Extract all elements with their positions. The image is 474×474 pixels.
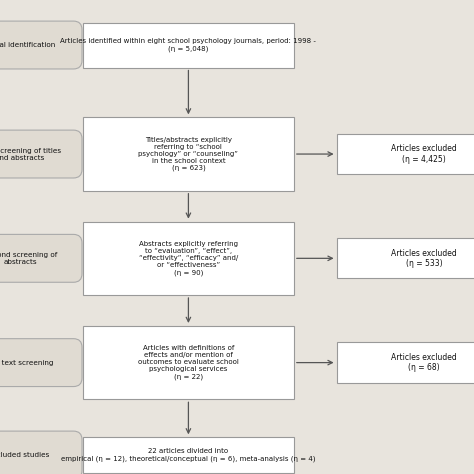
Text: Included studies: Included studies — [0, 452, 50, 458]
FancyBboxPatch shape — [0, 338, 82, 387]
Text: First screening of titles
and abstracts: First screening of titles and abstracts — [0, 147, 61, 161]
Text: Articles excluded
(η = 4,425): Articles excluded (η = 4,425) — [392, 145, 457, 164]
FancyBboxPatch shape — [0, 235, 82, 283]
FancyBboxPatch shape — [83, 437, 294, 473]
Text: Initial identification: Initial identification — [0, 42, 55, 48]
Text: Articles excluded
(η = 68): Articles excluded (η = 68) — [392, 353, 457, 372]
Text: 22 articles divided into
empirical (η = 12), theoretical/conceptual (η = 6), met: 22 articles divided into empirical (η = … — [61, 448, 316, 462]
FancyBboxPatch shape — [0, 431, 82, 474]
FancyBboxPatch shape — [337, 342, 474, 383]
FancyBboxPatch shape — [83, 222, 294, 295]
Text: Articles excluded
(η = 533): Articles excluded (η = 533) — [392, 249, 457, 268]
Text: Abstracts explicitly referring
to “evaluation”, “effect”,
“effectivity”, “effica: Abstracts explicitly referring to “evalu… — [139, 241, 238, 275]
Text: Second screening of
abstracts: Second screening of abstracts — [0, 252, 57, 265]
FancyBboxPatch shape — [83, 118, 294, 191]
FancyBboxPatch shape — [83, 23, 294, 67]
Text: Full text screening: Full text screening — [0, 360, 54, 365]
FancyBboxPatch shape — [0, 21, 82, 69]
FancyBboxPatch shape — [0, 130, 82, 178]
Text: Titles/abstracts explicitly
referring to “school
psychology” or “counseling”
in : Titles/abstracts explicitly referring to… — [138, 137, 238, 171]
FancyBboxPatch shape — [83, 326, 294, 399]
FancyBboxPatch shape — [337, 238, 474, 279]
Text: Articles with definitions of
effects and/or mention of
outcomes to evaluate scho: Articles with definitions of effects and… — [138, 346, 239, 380]
Text: Articles identified within eight school psychology journals, period: 1998 -
(η =: Articles identified within eight school … — [61, 38, 316, 52]
FancyBboxPatch shape — [337, 134, 474, 174]
